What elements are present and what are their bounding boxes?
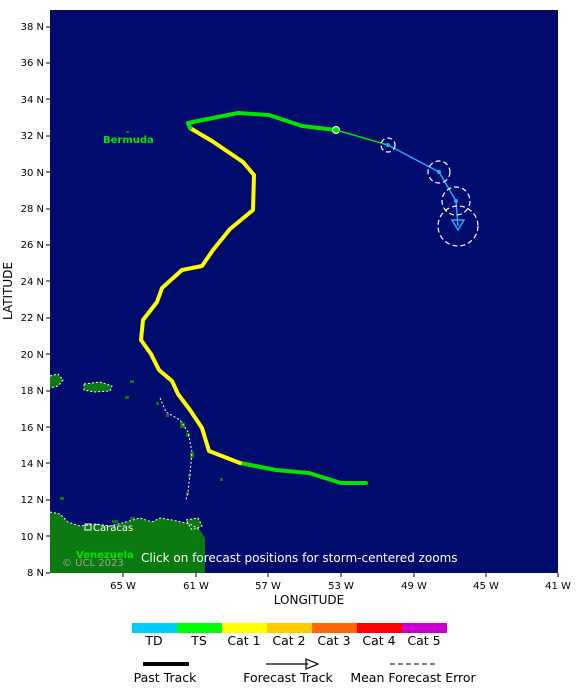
past-track-ts-late [186, 111, 338, 132]
legend-swatch-cat1 [222, 623, 267, 633]
land-hispaniola [50, 374, 63, 388]
click-hint-text: Click on forecast positions for storm-ce… [141, 551, 458, 565]
lat-tick-label: 18 N [21, 386, 44, 397]
land-trinidad [186, 518, 202, 530]
lat-tick-label: 32 N [21, 131, 44, 142]
island [112, 520, 118, 523]
island [125, 396, 129, 399]
island [220, 478, 223, 481]
island [166, 414, 169, 417]
past-track-cat1 [139, 126, 256, 465]
legend-label-cat4: Cat 4 [362, 633, 395, 648]
label-venezuela: Venezuela [76, 550, 134, 561]
legend-label-td: TD [144, 633, 162, 648]
copyright-text: © UCL 2023 [62, 558, 124, 569]
lat-tick-label: 34 N [21, 95, 44, 106]
legend-label-cat5: Cat 5 [407, 633, 440, 648]
forecast-track-ts [335, 129, 389, 146]
longitude-labels: 65 W 61 W 57 W 53 W 49 W 45 W 41 W [110, 581, 571, 592]
legend-forecast-track: Forecast Track [243, 670, 333, 685]
lat-tick-label: 36 N [21, 58, 44, 69]
island [130, 380, 134, 383]
forecast-point[interactable] [437, 170, 441, 174]
lat-tick-label: 14 N [21, 459, 44, 470]
lon-tick-label: 53 W [328, 581, 354, 592]
lon-tick-label: 49 W [401, 581, 427, 592]
lat-tick-label: 16 N [21, 423, 44, 434]
forecast-track-td [387, 144, 459, 227]
island [186, 492, 189, 495]
error-circle[interactable] [427, 160, 451, 184]
lat-tick-label: 26 N [21, 240, 44, 251]
legend-label-cat1: Cat 1 [227, 633, 260, 648]
error-circle[interactable] [437, 205, 479, 247]
forecast-endpoint-arrow-icon[interactable] [450, 219, 466, 232]
mean-forecast-error-cones [380, 137, 479, 247]
island-bermuda [126, 131, 129, 133]
island [186, 433, 190, 437]
island [156, 402, 159, 405]
caracas-marker-icon [84, 523, 92, 531]
island [60, 497, 64, 500]
lat-tick-label: 38 N [21, 22, 44, 33]
lat-tick-label: 24 N [21, 277, 44, 288]
coastlines [49, 373, 203, 531]
lon-tick-label: 41 W [545, 581, 571, 592]
legend-label-cat2: Cat 2 [272, 633, 305, 648]
lon-tick-label: 45 W [473, 581, 499, 592]
legend-swatch-cat4 [357, 623, 402, 633]
label-bermuda: Bermuda [103, 135, 154, 146]
lat-tick-label: 30 N [21, 168, 44, 179]
legend-mean-error: Mean Forecast Error [350, 670, 476, 685]
legend-past-track: Past Track [134, 670, 197, 685]
lat-tick-label: 10 N [21, 532, 44, 543]
island [180, 422, 185, 428]
legend-swatch-td [132, 623, 177, 633]
label-caracas: Caracas [93, 523, 133, 534]
legend-label-cat3: Cat 3 [317, 633, 350, 648]
legend-swatch-cat2 [267, 623, 312, 633]
error-circle[interactable] [441, 186, 471, 216]
track-legend: Past Track Forecast Track Mean Forecast … [134, 658, 477, 685]
legend-swatch-ts [177, 623, 222, 633]
lat-tick-label: 28 N [21, 204, 44, 215]
category-legend: TD TS Cat 1 Cat 2 Cat 3 Cat 4 Cat 5 [132, 623, 447, 648]
forecast-arrow-icon [305, 658, 320, 670]
island [130, 517, 135, 520]
forecast-point[interactable] [386, 143, 390, 147]
past-track-ts-early [238, 461, 368, 485]
lat-tick-label: 12 N [21, 495, 44, 506]
forecast-point[interactable] [454, 199, 458, 203]
axis-ticks [46, 26, 559, 577]
lat-tick-label: 20 N [21, 350, 44, 361]
legend-label-ts: TS [190, 633, 207, 648]
x-axis-title: LONGITUDE [274, 593, 344, 607]
lon-tick-label: 65 W [110, 581, 136, 592]
legend-swatch-cat5 [402, 623, 447, 633]
legend-swatch-cat3 [312, 623, 357, 633]
error-circle[interactable] [380, 137, 396, 153]
land-masses [50, 131, 223, 573]
lon-tick-label: 57 W [255, 581, 281, 592]
lat-tick-label: 8 N [27, 568, 44, 579]
ocean-background [50, 10, 558, 573]
land-puerto-rico [84, 382, 112, 392]
lon-tick-label: 61 W [183, 581, 209, 592]
forecast-positions [386, 143, 466, 232]
y-axis-title: LATITUDE [1, 262, 15, 320]
land-venezuela [50, 512, 205, 573]
lat-tick-label: 22 N [21, 313, 44, 324]
latitude-labels: 38 N 36 N 34 N 32 N 30 N 28 N 26 N 24 N … [21, 22, 44, 579]
